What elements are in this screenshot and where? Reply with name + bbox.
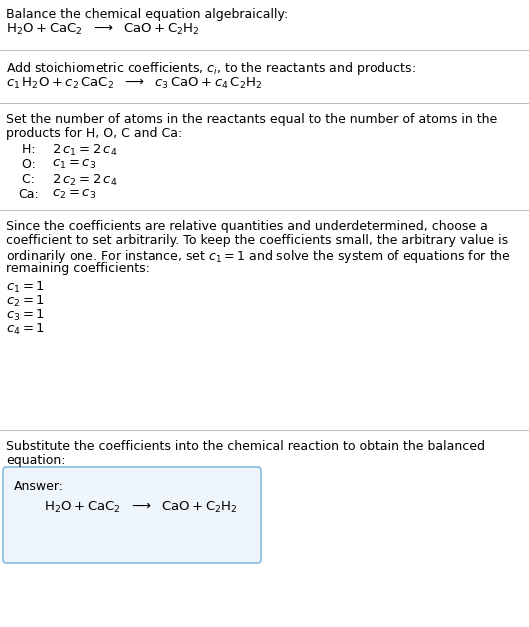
Text: remaining coefficients:: remaining coefficients: <box>6 262 150 275</box>
Text: $2\,c_2 = 2\,c_4$: $2\,c_2 = 2\,c_4$ <box>52 173 117 188</box>
Text: $c_2 = 1$: $c_2 = 1$ <box>6 294 45 309</box>
Text: Add stoichiometric coefficients, $c_i$, to the reactants and products:: Add stoichiometric coefficients, $c_i$, … <box>6 60 416 77</box>
Text: $c_1\,\mathrm{H_2O} + c_2\,\mathrm{CaC_2}$  $\longrightarrow$  $c_3\,\mathrm{CaO: $c_1\,\mathrm{H_2O} + c_2\,\mathrm{CaC_2… <box>6 76 262 91</box>
Text: $c_4 = 1$: $c_4 = 1$ <box>6 322 45 337</box>
Text: C:: C: <box>18 173 35 186</box>
Text: $\mathrm{H_2O + CaC_2}$  $\longrightarrow$  $\mathrm{CaO + C_2H_2}$: $\mathrm{H_2O + CaC_2}$ $\longrightarrow… <box>6 22 200 37</box>
Text: $c_1 = 1$: $c_1 = 1$ <box>6 280 45 295</box>
Text: coefficient to set arbitrarily. To keep the coefficients small, the arbitrary va: coefficient to set arbitrarily. To keep … <box>6 234 508 247</box>
Text: Since the coefficients are relative quantities and underdetermined, choose a: Since the coefficients are relative quan… <box>6 220 488 233</box>
Text: Answer:: Answer: <box>14 480 64 493</box>
Text: $c_3 = 1$: $c_3 = 1$ <box>6 308 45 323</box>
Text: equation:: equation: <box>6 454 66 467</box>
Text: Ca:: Ca: <box>18 188 39 201</box>
Text: ordinarily one. For instance, set $c_1 = 1$ and solve the system of equations fo: ordinarily one. For instance, set $c_1 =… <box>6 248 511 265</box>
Text: $\mathrm{H_2O + CaC_2}$  $\longrightarrow$  $\mathrm{CaO + C_2H_2}$: $\mathrm{H_2O + CaC_2}$ $\longrightarrow… <box>44 500 238 515</box>
Text: products for H, O, C and Ca:: products for H, O, C and Ca: <box>6 127 183 140</box>
Text: $c_1 = c_3$: $c_1 = c_3$ <box>52 158 96 171</box>
Text: $2\,c_1 = 2\,c_4$: $2\,c_1 = 2\,c_4$ <box>52 143 117 158</box>
Text: Set the number of atoms in the reactants equal to the number of atoms in the: Set the number of atoms in the reactants… <box>6 113 497 126</box>
Text: $c_2 = c_3$: $c_2 = c_3$ <box>52 188 96 201</box>
Text: O:: O: <box>18 158 36 171</box>
Text: H:: H: <box>18 143 35 156</box>
Text: Substitute the coefficients into the chemical reaction to obtain the balanced: Substitute the coefficients into the che… <box>6 440 485 453</box>
Text: Balance the chemical equation algebraically:: Balance the chemical equation algebraica… <box>6 8 288 21</box>
FancyBboxPatch shape <box>3 467 261 563</box>
